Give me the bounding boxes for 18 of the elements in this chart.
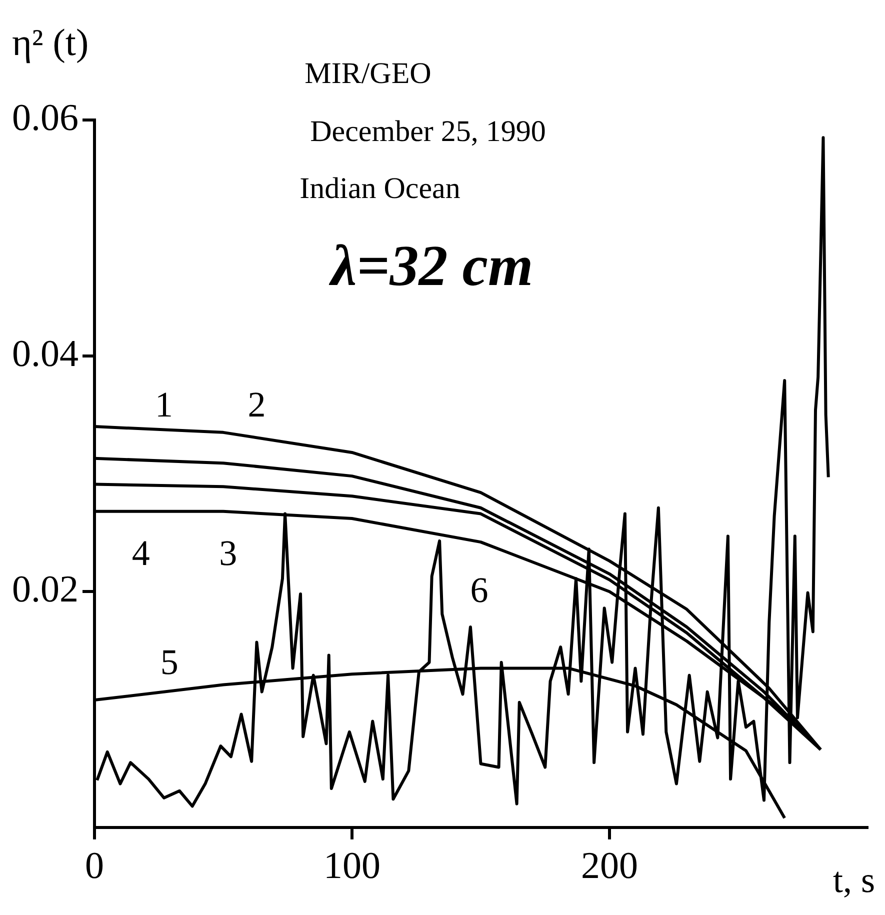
x-tick-label: 100 [324,845,380,888]
x-tick-label: 0 [85,845,104,888]
annotation: 3 [219,533,238,574]
chart-title: MIR/GEO [304,56,432,90]
annotation: λ=32 cm [328,232,534,298]
annotation: 4 [132,533,150,574]
x-axis-title: t, s [832,860,875,900]
y-tick-label: 0.06 [12,96,78,139]
y-axis-title: η² (t) [12,22,89,64]
annotation: 1 [155,384,174,425]
annotation: 6 [470,570,488,610]
annotation: 5 [160,642,178,682]
annotation: Indian Ocean [300,172,460,205]
chart-subtitle: December 25, 1990 [310,114,546,148]
annotation: 2 [248,384,266,425]
y-tick-label: 0.02 [12,568,78,611]
y-tick-label: 0.04 [12,332,78,375]
x-tick-label: 200 [581,845,638,888]
